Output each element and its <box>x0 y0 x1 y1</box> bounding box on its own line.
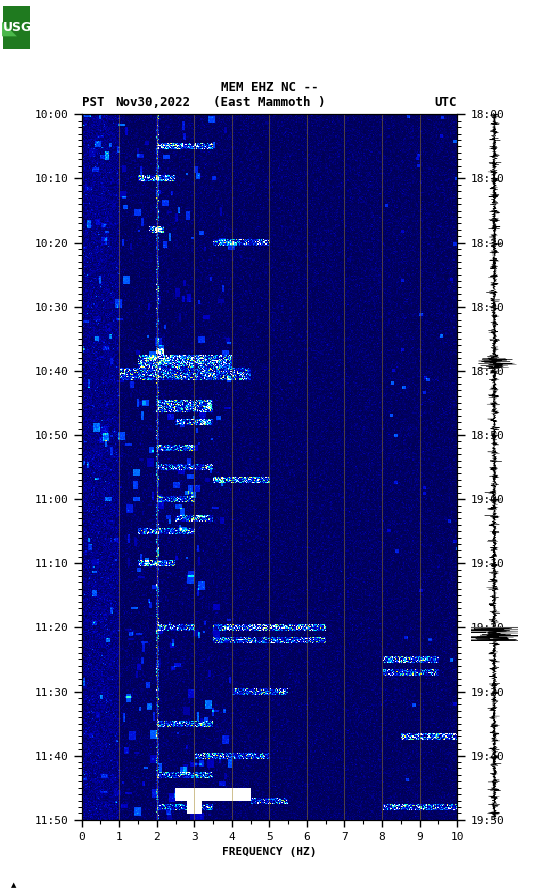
Bar <box>3 6 30 49</box>
X-axis label: FREQUENCY (HZ): FREQUENCY (HZ) <box>222 847 317 857</box>
Text: (East Mammoth ): (East Mammoth ) <box>213 96 326 109</box>
Text: PST: PST <box>82 96 104 109</box>
Text: USGS: USGS <box>3 21 41 34</box>
Text: MEM EHZ NC --: MEM EHZ NC -- <box>221 80 318 94</box>
Text: UTC: UTC <box>434 96 457 109</box>
Text: Nov30,2022: Nov30,2022 <box>115 96 190 109</box>
Text: ◣: ◣ <box>2 18 17 38</box>
Text: ▲: ▲ <box>11 881 17 888</box>
